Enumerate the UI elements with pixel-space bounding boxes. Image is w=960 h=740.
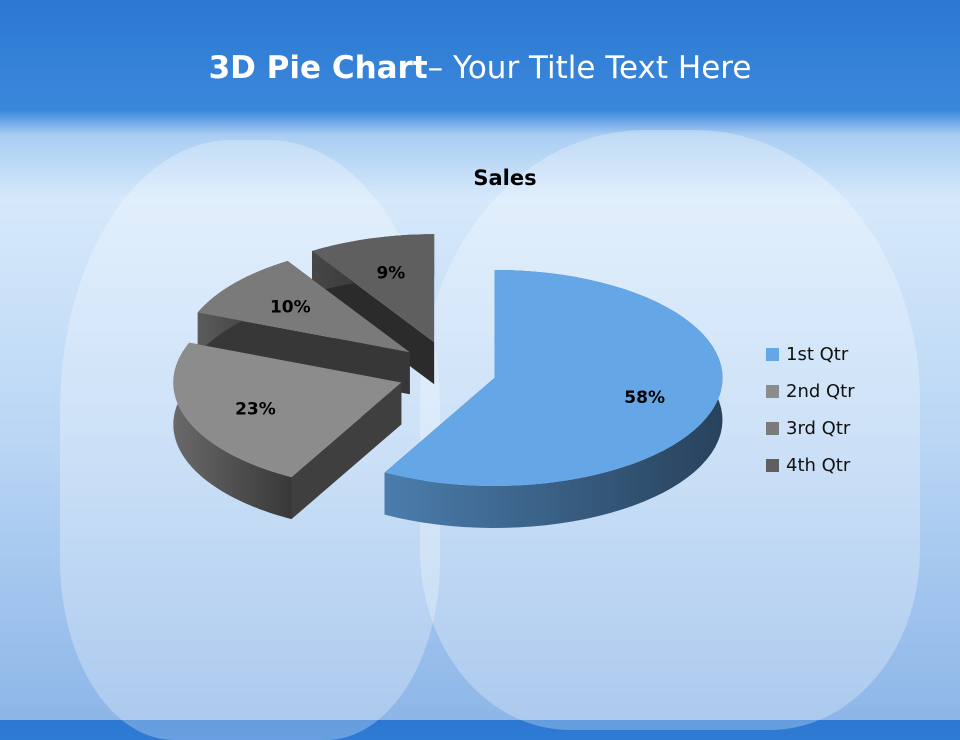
- legend-item: 1st Qtr: [766, 336, 855, 373]
- legend-swatch: [766, 422, 779, 435]
- data-label: 9%: [376, 264, 405, 284]
- legend-swatch: [766, 348, 779, 361]
- slice-top: [311, 234, 435, 343]
- data-label: 10%: [270, 297, 311, 317]
- legend-label: 4th Qtr: [786, 455, 851, 476]
- legend-swatch: [766, 385, 779, 398]
- slide-title: 3D Pie Chart– Your Title Text Here: [208, 50, 752, 86]
- pie-slice-3: [197, 261, 410, 395]
- legend-item: 3rd Qtr: [766, 410, 855, 447]
- pie-slice-2: [173, 342, 402, 520]
- data-label: 58%: [624, 388, 665, 408]
- pie-chart: 58% 23% 10% 9%: [173, 234, 723, 528]
- data-label: 23%: [235, 399, 276, 419]
- legend-label: 3rd Qtr: [786, 418, 851, 439]
- slice-top: [197, 261, 410, 353]
- legend-item: 4th Qtr: [766, 447, 855, 484]
- legend-label: 1st Qtr: [786, 344, 849, 365]
- legend-swatch: [766, 459, 779, 472]
- slice-top: [384, 269, 723, 486]
- pie-slice-1: [384, 269, 723, 528]
- legend: 1st Qtr 2nd Qtr 3rd Qtr 4th Qtr: [766, 336, 855, 484]
- legend-item: 2nd Qtr: [766, 373, 855, 410]
- slice-top: [173, 342, 402, 478]
- slice-side-wall: [197, 312, 410, 395]
- slice-outer-wall: [173, 342, 292, 520]
- legend-label: 2nd Qtr: [786, 381, 855, 402]
- chart-title: Sales: [473, 166, 537, 190]
